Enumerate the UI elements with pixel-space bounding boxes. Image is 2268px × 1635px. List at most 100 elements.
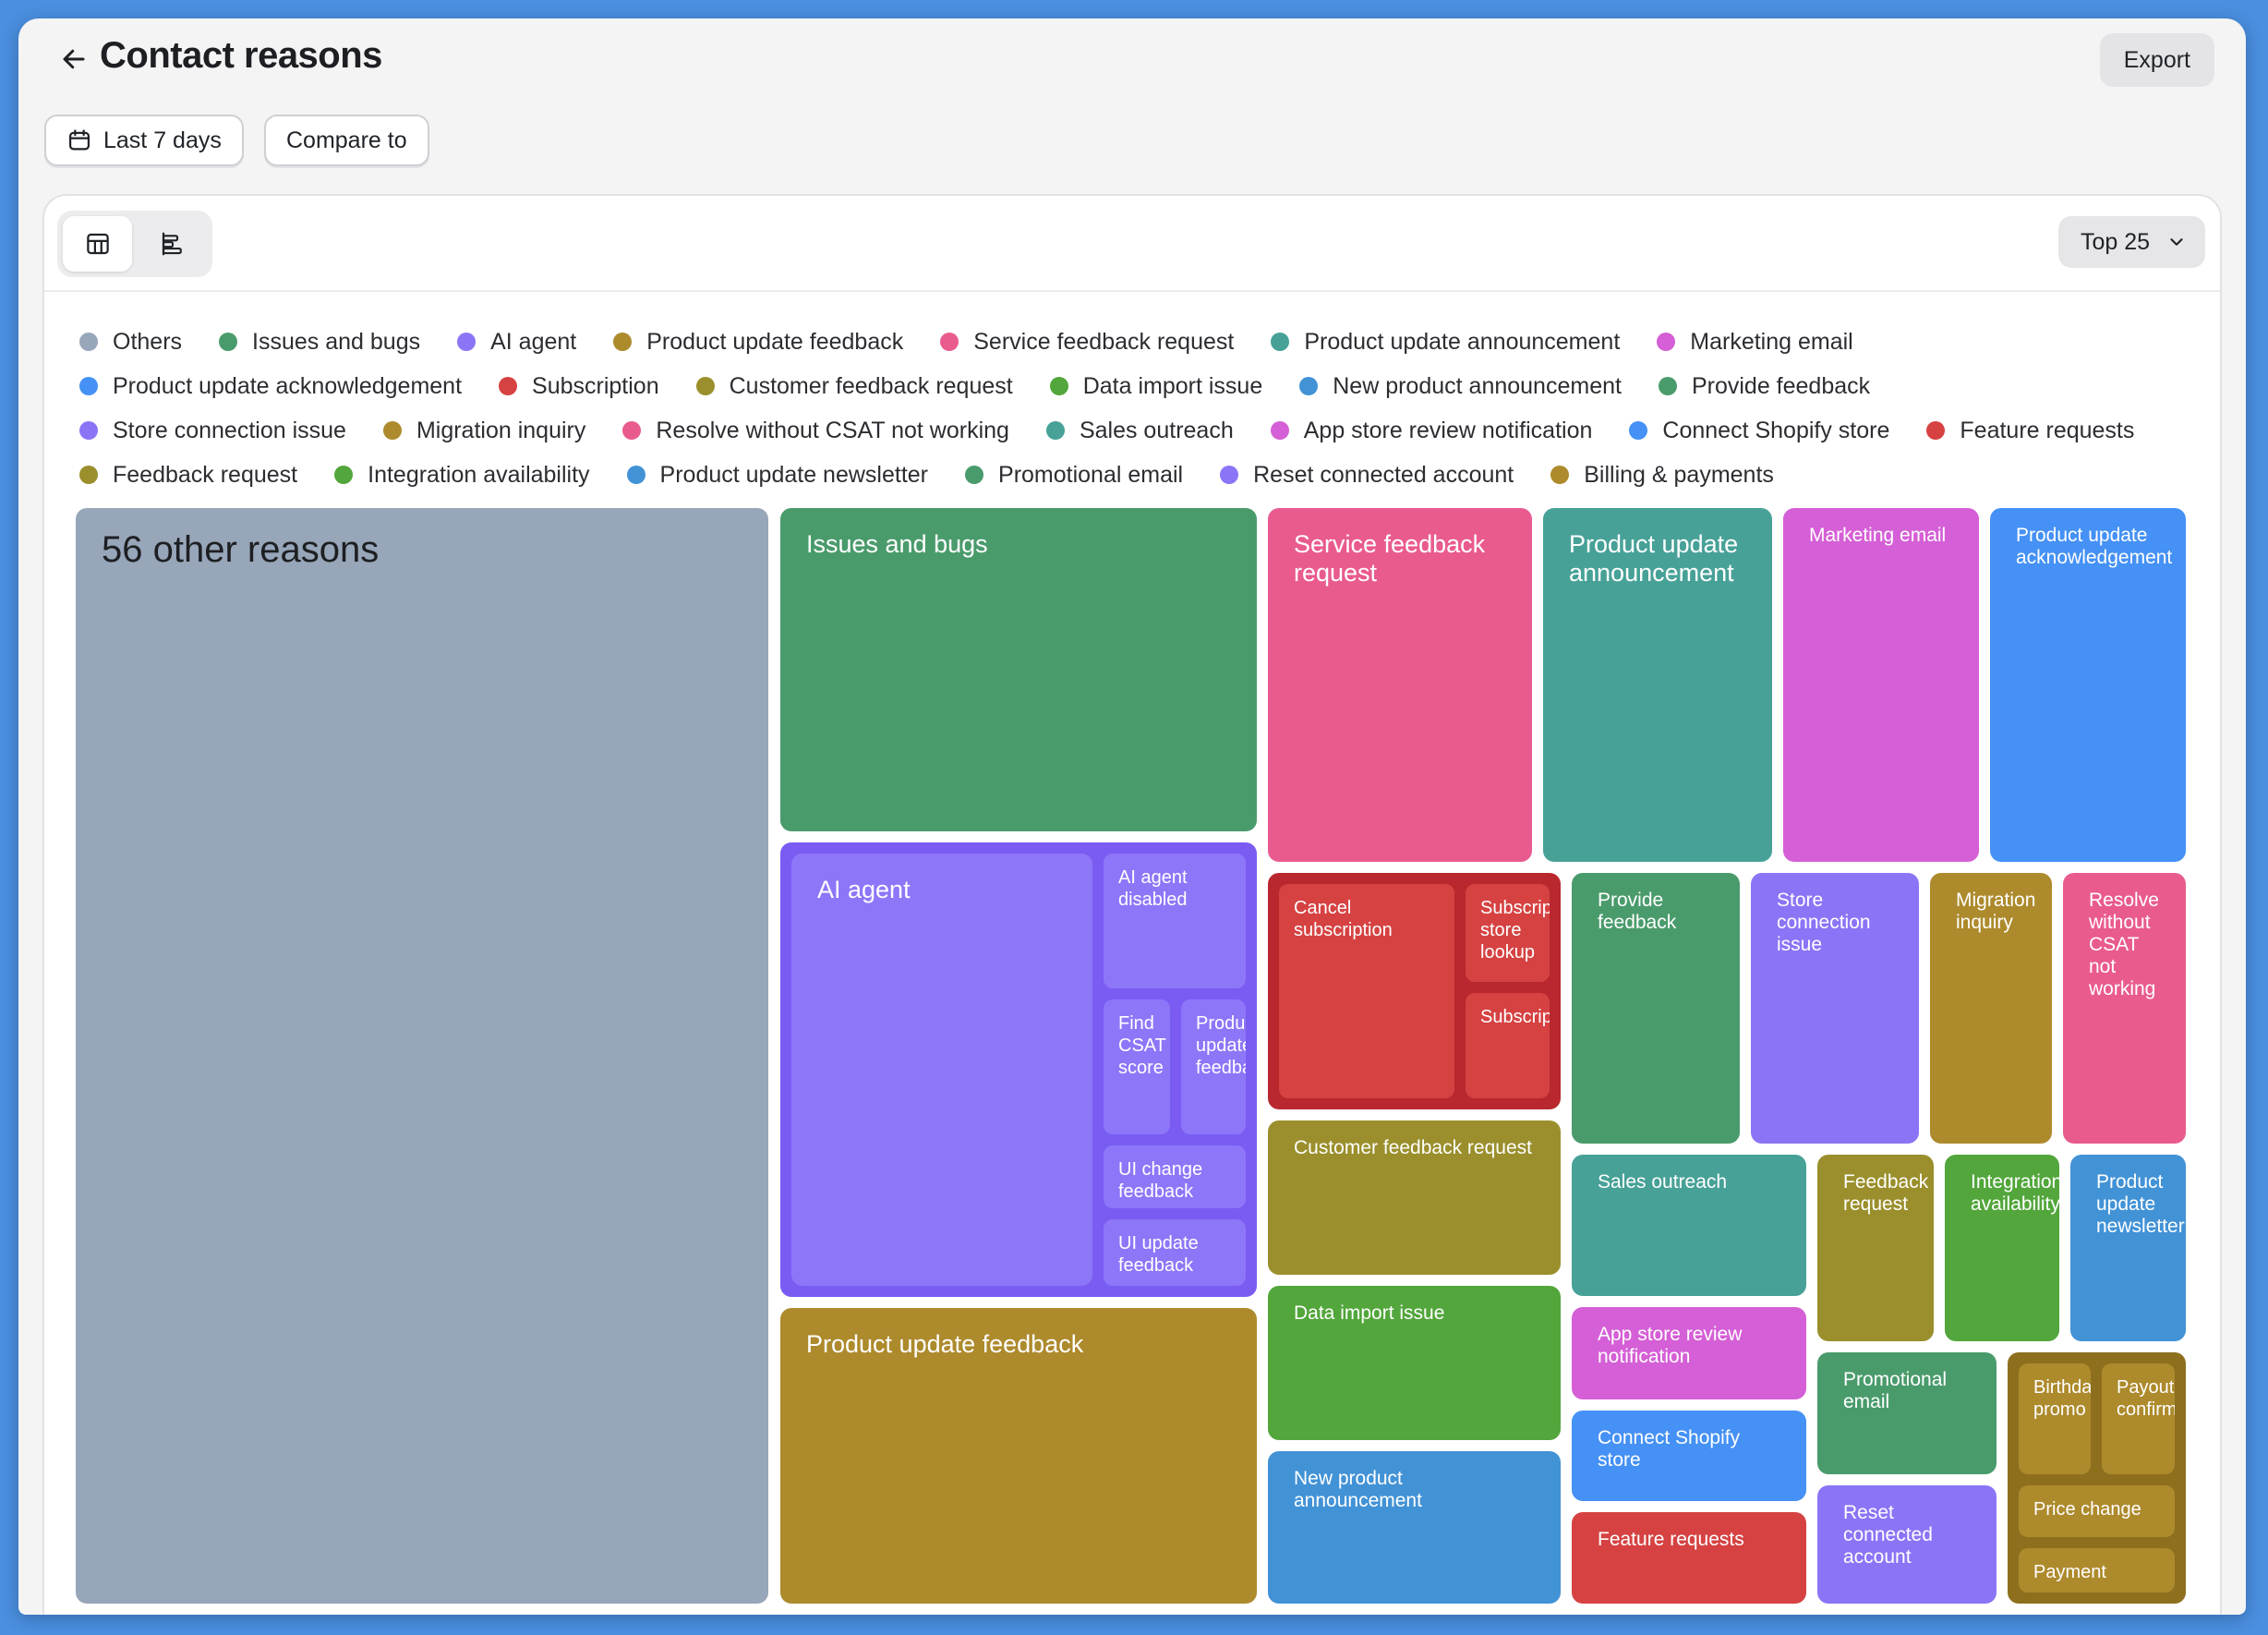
top-n-select[interactable]: Top 25 bbox=[2057, 216, 2205, 268]
tile-provide-feedback[interactable]: Provide feedback bbox=[1572, 873, 1740, 1144]
compare-to-button[interactable]: Compare to bbox=[264, 115, 429, 166]
legend-label: New product announcement bbox=[1333, 372, 1622, 399]
tile-feedback-request-label: Feedback request bbox=[1843, 1171, 1929, 1215]
tile-ai-product-update-feedback[interactable]: Product update feedback bbox=[1181, 999, 1246, 1134]
legend-item[interactable]: Customer feedback request bbox=[695, 372, 1013, 400]
tile-group-subscription[interactable]: Cancel subscription Subscription store lo… bbox=[1268, 873, 1561, 1109]
legend-item[interactable]: Product update newsletter bbox=[626, 461, 929, 489]
tile-feature-requests[interactable]: Feature requests bbox=[1572, 1512, 1806, 1604]
tile-resolve-without-csat[interactable]: Resolve without CSAT not working bbox=[2063, 873, 2186, 1144]
legend-item[interactable]: Sales outreach bbox=[1045, 418, 1234, 444]
tile-ai-agent-label: AI agent bbox=[817, 876, 911, 903]
legend-item[interactable]: Product update acknowledgement bbox=[79, 373, 462, 400]
legend-item[interactable]: App store review notification bbox=[1270, 418, 1592, 444]
tile-birthday-promo[interactable]: Birthday promo bbox=[2019, 1363, 2091, 1474]
tile-data-import-issue[interactable]: Data import issue bbox=[1268, 1286, 1561, 1440]
legend-item[interactable]: Subscription bbox=[499, 373, 659, 400]
legend-label: Feature requests bbox=[1960, 417, 2135, 443]
tile-ai-agent-disabled[interactable]: AI agent disabled bbox=[1104, 854, 1246, 988]
back-arrow-icon[interactable] bbox=[52, 37, 96, 81]
tile-cancel-subscription-label: Cancel subscription bbox=[1294, 898, 1393, 940]
tile-product-update-feedback[interactable]: Product update feedback bbox=[780, 1308, 1257, 1604]
tile-cancel-subscription[interactable]: Cancel subscription bbox=[1279, 884, 1454, 1098]
legend-item[interactable]: Feature requests bbox=[1926, 418, 2134, 444]
tile-others-label: 56 other reasons bbox=[102, 529, 380, 570]
legend-item[interactable]: Connect Shopify store bbox=[1629, 418, 1889, 444]
tile-price-change[interactable]: Price change bbox=[2019, 1485, 2175, 1537]
legend-color-dot bbox=[613, 333, 633, 351]
tile-ui-change-feedback[interactable]: UI change feedback bbox=[1104, 1145, 1246, 1208]
tile-payout-confirmation[interactable]: Payout confirmation bbox=[2102, 1363, 2175, 1474]
legend-item[interactable]: Reset connected account bbox=[1220, 462, 1514, 489]
date-range-button[interactable]: Last 7 days bbox=[44, 115, 244, 166]
legend-item[interactable]: Others bbox=[79, 329, 182, 356]
legend-color-dot bbox=[940, 333, 959, 351]
tile-product-update-acknowledgement-label: Product update acknowledgement bbox=[2016, 525, 2173, 568]
tile-customer-feedback-request[interactable]: Customer feedback request bbox=[1268, 1120, 1561, 1275]
tile-integration-availability[interactable]: Integration availability bbox=[1945, 1155, 2059, 1341]
legend-item[interactable]: Resolve without CSAT not working bbox=[622, 418, 1009, 444]
tile-resolve-without-csat-label: Resolve without CSAT not working bbox=[2089, 890, 2159, 999]
legend-item[interactable]: Marketing email bbox=[1657, 329, 1853, 356]
legend-label: AI agent bbox=[490, 328, 577, 355]
legend-label: Customer feedback request bbox=[729, 372, 1013, 399]
legend-item[interactable]: Store connection issue bbox=[79, 418, 346, 444]
tile-product-update-announcement[interactable]: Product update announcement bbox=[1543, 508, 1772, 862]
tile-marketing-email[interactable]: Marketing email bbox=[1783, 508, 1979, 862]
legend-row: Product update acknowledgement Subscripti… bbox=[79, 364, 2203, 408]
tile-promotional-email[interactable]: Promotional email bbox=[1817, 1352, 1997, 1474]
tile-store-connection-issue[interactable]: Store connection issue bbox=[1751, 873, 1919, 1144]
legend-item[interactable]: Service feedback request bbox=[940, 329, 1234, 356]
legend-item[interactable]: Integration availability bbox=[334, 462, 590, 489]
legend-label: Connect Shopify store bbox=[1662, 417, 1890, 443]
tile-connect-shopify-store[interactable]: Connect Shopify store bbox=[1572, 1411, 1806, 1501]
legend-item[interactable]: Promotional email bbox=[965, 462, 1183, 489]
tile-service-feedback-request[interactable]: Service feedback request bbox=[1268, 508, 1532, 862]
tile-sales-outreach[interactable]: Sales outreach bbox=[1572, 1155, 1806, 1296]
legend-color-dot bbox=[1629, 421, 1648, 440]
tile-migration-inquiry[interactable]: Migration inquiry bbox=[1930, 873, 2052, 1144]
tile-ai-agent[interactable]: AI agent bbox=[791, 854, 1092, 1286]
legend-item[interactable]: AI agent bbox=[457, 329, 576, 356]
app-window: Contact reasons Export Last 7 days Compa… bbox=[18, 18, 2246, 1615]
legend-item[interactable]: Product update announcement bbox=[1271, 329, 1620, 356]
tile-issues-and-bugs[interactable]: Issues and bugs bbox=[780, 508, 1257, 831]
legend-item[interactable]: New product announcement bbox=[1299, 373, 1622, 400]
tile-product-update-newsletter[interactable]: Product update newsletter bbox=[2070, 1155, 2186, 1341]
legend-item[interactable]: Feedback request bbox=[79, 462, 297, 489]
tile-new-product-announcement[interactable]: New product announcement bbox=[1268, 1451, 1561, 1604]
legend-label: Resolve without CSAT not working bbox=[656, 417, 1009, 443]
legend-color-dot bbox=[79, 377, 98, 395]
legend-item[interactable]: Issues and bugs bbox=[219, 329, 420, 356]
legend-color-dot bbox=[382, 421, 402, 440]
legend-item[interactable]: Data import issue bbox=[1049, 373, 1262, 400]
tile-ai-agent-disabled-label: AI agent disabled bbox=[1118, 867, 1188, 910]
tile-group-billing-payments[interactable]: Birthday promo Payout confirmation Price c… bbox=[2008, 1352, 2186, 1604]
tile-feedback-request[interactable]: Feedback request bbox=[1817, 1155, 1934, 1341]
bar-view-icon[interactable] bbox=[138, 216, 207, 272]
legend-label: Product update newsletter bbox=[659, 461, 929, 488]
tile-product-update-acknowledgement[interactable]: Product update acknowledgement bbox=[1990, 508, 2186, 862]
tile-app-store-review-notification[interactable]: App store review notification bbox=[1572, 1307, 1806, 1399]
table-view-icon[interactable] bbox=[63, 216, 132, 272]
tile-others[interactable]: 56 other reasons bbox=[76, 508, 768, 1604]
legend-label: Subscription bbox=[532, 372, 659, 399]
page-header: Contact reasons Export bbox=[18, 18, 2246, 129]
tile-find-csat-score[interactable]: Find CSAT score bbox=[1104, 999, 1170, 1134]
legend-item[interactable]: Migration inquiry bbox=[382, 418, 585, 444]
legend-label: Reset connected account bbox=[1253, 461, 1514, 488]
legend-item[interactable]: Product update feedback bbox=[613, 329, 903, 356]
tile-reset-connected-account[interactable]: Reset connected account bbox=[1817, 1485, 1997, 1604]
legend-color-dot bbox=[626, 466, 645, 484]
tile-marketing-email-label: Marketing email bbox=[1809, 525, 1947, 546]
legend-color-dot bbox=[334, 466, 354, 484]
legend-item[interactable]: Provide feedback bbox=[1658, 373, 1870, 400]
legend-item[interactable]: Billing & payments bbox=[1550, 462, 1774, 489]
tile-group-ai-agent[interactable]: AI agent AI agent disabled Find CSAT score… bbox=[780, 842, 1257, 1297]
tile-payment[interactable]: Payment bbox=[2019, 1548, 2175, 1593]
tile-subscription-store-lookup[interactable]: Subscription store lookup bbox=[1466, 884, 1550, 982]
export-button[interactable]: Export bbox=[2099, 33, 2214, 87]
legend-color-dot bbox=[1049, 377, 1068, 395]
tile-ui-update-feedback[interactable]: UI update feedback bbox=[1104, 1219, 1246, 1286]
tile-subscription-other[interactable]: Subscription bbox=[1466, 993, 1550, 1098]
